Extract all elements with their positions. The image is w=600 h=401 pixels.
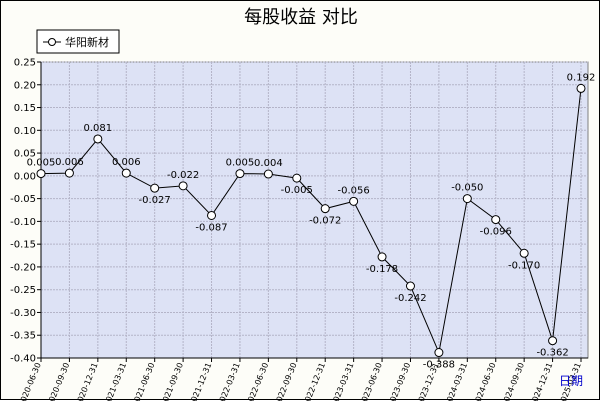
data-point <box>263 169 273 179</box>
x-tick-label: 2022-03-31 <box>216 361 242 401</box>
data-label: -0.362 <box>536 348 568 359</box>
data-label: -0.027 <box>139 195 171 206</box>
x-tick-label: 2023-06-30 <box>358 361 384 401</box>
x-tick-label: 2021-12-31 <box>188 361 214 401</box>
x-tick-label: 2024-06-30 <box>472 361 498 401</box>
x-tick-label: 2024-09-30 <box>500 361 526 401</box>
y-tick-label: -0.30 <box>10 308 36 319</box>
y-tick-label: 0.00 <box>14 171 36 182</box>
y-tick-label: -0.35 <box>10 331 36 342</box>
y-tick-label: -0.20 <box>10 262 36 273</box>
data-labels: 0.005 0.0060.0810.006-0.027-0.022-0.0870.… <box>27 72 596 370</box>
legend-label: 华阳新材 <box>65 35 109 49</box>
x-tick-label: 2022-06-30 <box>244 361 270 401</box>
x-tick-label: 2021-06-30 <box>131 361 157 401</box>
series-line <box>40 88 582 355</box>
y-tick-label: -0.25 <box>10 285 36 296</box>
x-tick-label: 2021-09-30 <box>159 361 185 401</box>
data-point <box>491 215 501 225</box>
data-point <box>320 204 330 214</box>
data-label: -0.096 <box>480 227 512 238</box>
data-point <box>434 348 444 358</box>
x-tick-label: 2020-09-30 <box>46 361 72 401</box>
data-label: -0.087 <box>195 222 227 233</box>
y-tick-label: -0.40 <box>10 354 36 365</box>
data-point <box>292 173 302 183</box>
data-point <box>121 168 131 178</box>
x-axis: 2020-06-30 2020-09-30 2020-12-31 2021-03-31… <box>17 357 588 401</box>
data-point <box>235 169 245 179</box>
x-tick-label: 2023-09-30 <box>387 361 413 401</box>
x-tick-label: 2020-06-30 <box>17 361 43 401</box>
data-points <box>36 83 586 358</box>
data-label: 0.006 <box>112 157 141 168</box>
data-point <box>93 134 103 144</box>
y-tick-label: 0.05 <box>14 149 36 160</box>
legend: 华阳新材 <box>36 29 120 54</box>
data-point <box>207 210 217 220</box>
data-label: -0.388 <box>423 360 455 371</box>
y-tick-label: 0.25 <box>14 58 36 69</box>
data-label: 0.005 <box>27 158 56 169</box>
data-label: -0.178 <box>366 264 398 275</box>
data-point <box>178 181 188 191</box>
data-label: -0.056 <box>338 185 370 196</box>
data-label: 0.004 <box>254 158 283 169</box>
y-tick-label: -0.05 <box>10 194 36 205</box>
data-label: -0.005 <box>281 185 313 196</box>
data-point <box>405 281 415 291</box>
data-point <box>64 168 74 178</box>
data-point <box>377 252 387 262</box>
data-label: -0.170 <box>508 260 540 271</box>
plot-area <box>40 61 589 359</box>
data-point <box>150 183 160 193</box>
y-tick-label: 0.15 <box>14 103 36 114</box>
grid-layer <box>40 61 588 359</box>
x-tick-label: 2024-12-31 <box>529 361 555 401</box>
x-tick-label: 2021-03-31 <box>102 361 128 401</box>
y-tick-label: 0.20 <box>14 80 36 91</box>
data-point <box>349 196 359 206</box>
y-axis: 0.25 0.20 0.15 0.10 0.05 0.00 -0.05 -0.10 -0.15 -… <box>10 58 42 365</box>
data-label: 0.006 <box>55 157 84 168</box>
data-label: 0.005 <box>226 158 255 169</box>
legend-marker-icon <box>48 38 56 46</box>
x-tick-label: 2020-12-31 <box>74 361 100 401</box>
y-tick-label: 0.10 <box>14 126 36 137</box>
x-tick-label: 2023-03-31 <box>330 361 356 401</box>
chart-title: 每股收益 对比 <box>244 7 358 28</box>
data-point <box>462 194 472 204</box>
data-label: -0.072 <box>309 216 341 227</box>
data-point <box>548 336 558 346</box>
data-label: 0.081 <box>84 123 113 134</box>
data-label: 0.192 <box>567 72 596 83</box>
x-axis-label: 日期 <box>559 374 583 388</box>
x-tick-label: 2022-09-30 <box>273 361 299 401</box>
y-tick-label: -0.15 <box>10 240 36 251</box>
data-label: -0.022 <box>167 170 199 181</box>
data-label: -0.242 <box>394 293 426 304</box>
data-point <box>519 248 529 258</box>
x-tick-label: 2022-12-31 <box>301 361 327 401</box>
y-tick-label: -0.10 <box>10 217 36 228</box>
data-point <box>576 83 586 93</box>
legend-box <box>36 29 120 54</box>
data-label: -0.050 <box>451 183 483 194</box>
data-point <box>36 169 46 179</box>
